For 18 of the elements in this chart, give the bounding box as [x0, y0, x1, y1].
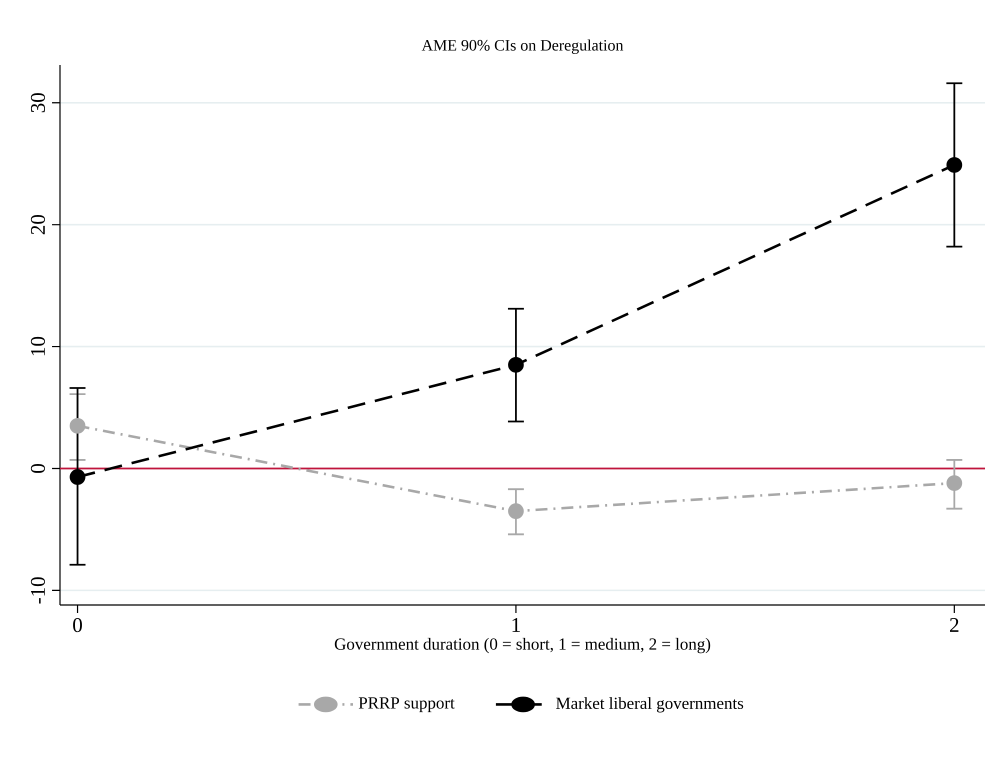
- y-tick-label: 30: [30, 93, 46, 112]
- point: [70, 469, 86, 485]
- y-tick-label: 10: [30, 336, 46, 356]
- y-tick-label: 20: [30, 215, 46, 234]
- x-axis-title: Government duration (0 = short, 1 = medium, 2 = long): [334, 638, 710, 654]
- point: [508, 503, 524, 520]
- legend-label: Market liberal governments: [556, 697, 744, 712]
- legend-label: PRRP support: [358, 697, 455, 712]
- x-tick-label: 0: [73, 618, 82, 632]
- y-tick-label: 0: [30, 464, 46, 473]
- y-tick-label: -10: [30, 577, 46, 604]
- point: [508, 356, 524, 373]
- x-tick-label: 2: [950, 618, 958, 632]
- point: [70, 418, 86, 434]
- point: [946, 157, 962, 173]
- point: [946, 475, 962, 491]
- x-tick-label: 1: [512, 618, 520, 632]
- chart-title: AME 90% CIs on Deregulation: [422, 39, 624, 54]
